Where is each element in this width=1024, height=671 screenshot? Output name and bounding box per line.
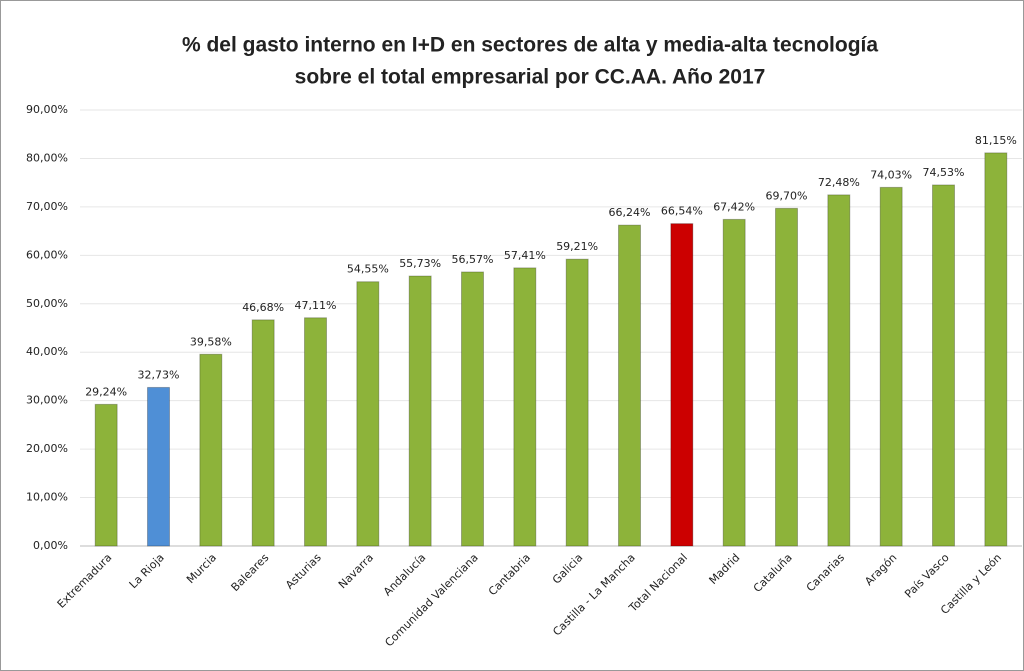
value-label: 69,70%	[766, 189, 808, 202]
y-tick-label: 10,00%	[26, 491, 68, 504]
bar	[94, 403, 118, 547]
bar	[356, 281, 380, 547]
y-tick-label: 90,00%	[26, 103, 68, 116]
y-tick-label: 0,00%	[33, 539, 68, 552]
bar	[461, 271, 484, 547]
bar	[304, 317, 327, 547]
y-tick-label: 80,00%	[26, 151, 68, 164]
bar	[565, 258, 589, 547]
y-tick-label: 60,00%	[26, 248, 68, 261]
value-label: 55,73%	[399, 257, 441, 270]
bar	[199, 353, 223, 547]
y-tick-label: 30,00%	[26, 394, 68, 407]
bar	[775, 207, 798, 547]
bar	[670, 223, 694, 547]
bar	[722, 218, 746, 547]
value-label: 74,53%	[923, 166, 965, 179]
value-label: 46,68%	[242, 301, 284, 314]
bar	[147, 386, 170, 547]
bar	[984, 152, 1008, 547]
bar	[827, 194, 851, 547]
bar	[408, 275, 432, 547]
value-label: 57,41%	[504, 249, 546, 262]
bar	[932, 184, 955, 547]
bar	[251, 319, 275, 547]
value-label: 72,48%	[818, 176, 860, 189]
value-label: 74,03%	[870, 168, 912, 181]
value-label: 67,42%	[713, 200, 755, 213]
value-label: 59,21%	[556, 240, 598, 253]
y-tick-label: 50,00%	[26, 297, 68, 310]
chart-title: sobre el total empresarial por CC.AA. Añ…	[295, 66, 766, 89]
y-tick-label: 20,00%	[26, 442, 68, 455]
value-label: 81,15%	[975, 134, 1017, 147]
value-label: 32,73%	[138, 368, 180, 381]
value-label: 29,24%	[85, 385, 127, 398]
y-tick-label: 40,00%	[26, 345, 68, 358]
bar	[513, 267, 537, 547]
value-label: 66,24%	[609, 206, 651, 219]
value-label: 39,58%	[190, 335, 232, 348]
value-label: 66,54%	[661, 205, 703, 218]
bar	[618, 224, 641, 547]
y-tick-label: 70,00%	[26, 200, 68, 213]
value-label: 47,11%	[295, 299, 337, 312]
chart-title: % del gasto interno en I+D en sectores d…	[182, 34, 878, 57]
bar	[879, 186, 903, 547]
value-label: 56,57%	[452, 253, 494, 266]
value-label: 54,55%	[347, 263, 389, 276]
